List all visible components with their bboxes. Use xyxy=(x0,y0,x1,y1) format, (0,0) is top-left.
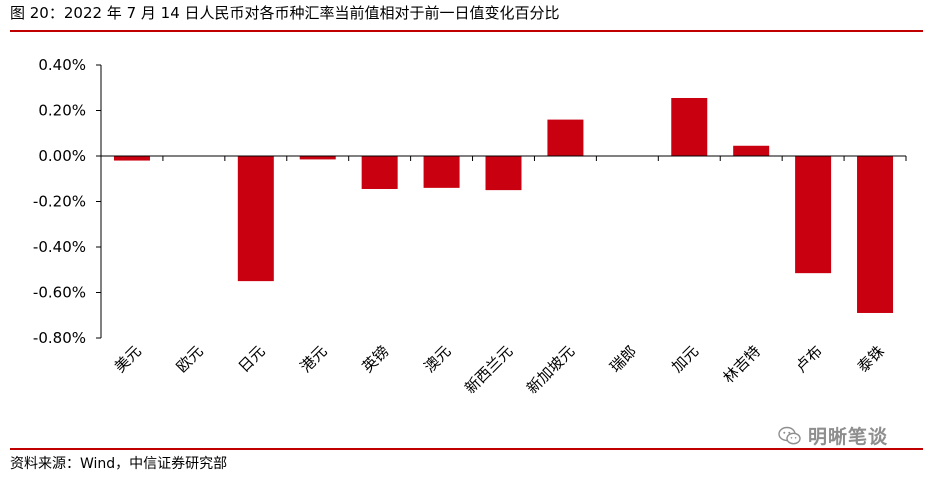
x-axis xyxy=(100,155,907,161)
y-tick-label: -0.80% xyxy=(33,329,86,347)
bars xyxy=(113,97,894,313)
top-rule xyxy=(10,30,923,32)
category-label: 林吉特 xyxy=(719,342,764,387)
category-label: 澳元 xyxy=(420,342,454,376)
bar xyxy=(671,97,708,156)
category-label: 港元 xyxy=(297,342,331,376)
figure-title: 图 20：2022 年 7 月 14 日人民币对各币种汇率当前值相对于前一日值变… xyxy=(10,4,560,22)
bar xyxy=(547,119,584,156)
category-label: 瑞郎 xyxy=(606,342,640,376)
bar xyxy=(733,145,770,156)
bar xyxy=(299,156,336,160)
watermark: 明晰笔谈 xyxy=(778,422,888,449)
y-tick-label: -0.40% xyxy=(33,238,86,256)
watermark-text: 明晰笔谈 xyxy=(808,426,889,448)
bar xyxy=(113,156,150,161)
y-axis: 0.40% 0.20% 0.00% -0.20% -0.40% -0.60% -0.80% xyxy=(33,56,102,347)
source-note: 资料来源：Wind，中信证券研究部 xyxy=(10,456,228,472)
bottom-rule xyxy=(10,448,923,450)
category-label: 泰铢 xyxy=(854,342,888,376)
category-label: 卢布 xyxy=(792,342,826,376)
y-tick-label: 0.20% xyxy=(38,102,86,120)
category-label: 新西兰元 xyxy=(461,342,516,397)
category-label: 欧元 xyxy=(173,342,207,376)
y-tick-label: 0.00% xyxy=(38,147,86,165)
y-tick-label: -0.60% xyxy=(33,284,86,302)
category-labels: 美元 欧元 日元 港元 英镑 澳元 新西兰元 新加坡元 瑞郎 加元 林吉特 卢布 泰铢 xyxy=(111,342,888,397)
bar xyxy=(857,156,894,313)
bar xyxy=(423,156,460,188)
category-label: 日元 xyxy=(235,342,269,376)
category-label: 加元 xyxy=(668,342,702,376)
category-label: 英镑 xyxy=(359,342,393,376)
bar xyxy=(361,156,398,189)
bar xyxy=(795,156,832,274)
bar xyxy=(485,156,522,191)
category-label: 新加坡元 xyxy=(523,342,578,397)
category-label: 美元 xyxy=(111,342,145,376)
y-tick-label: -0.20% xyxy=(33,193,86,211)
y-tick-label: 0.40% xyxy=(38,56,86,74)
bar-chart: 0.40%0.20%0.00%-0.20%-0.40%-0.60%-0.80% … xyxy=(33,56,907,397)
wechat-icon xyxy=(778,426,801,444)
bar xyxy=(237,156,274,282)
